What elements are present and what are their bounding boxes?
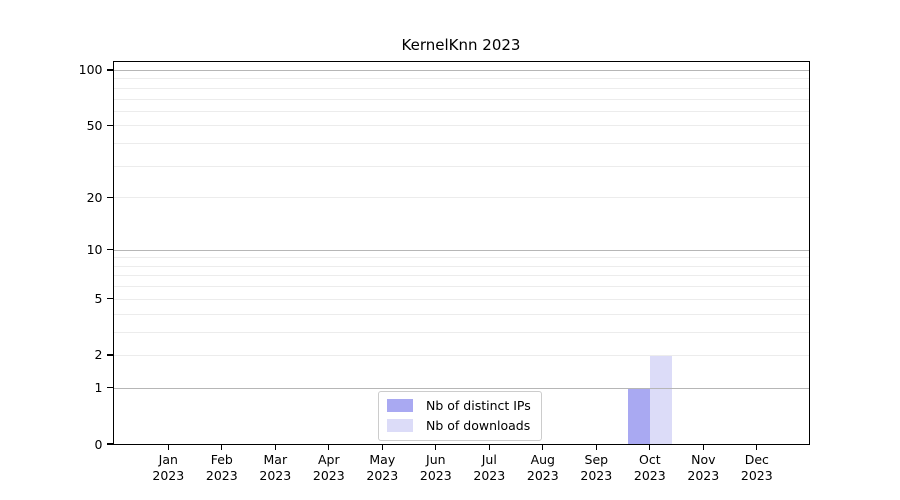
x-label-year: 2023	[580, 468, 613, 483]
legend-item-nb-of-downloads: Nb of downloads	[387, 418, 531, 433]
bar-oct-2023-nb-of-distinct-ips	[627, 387, 650, 444]
x-tick-mark	[328, 444, 330, 450]
y-tick-label: 5	[94, 291, 103, 307]
legend-label: Nb of distinct IPs	[426, 398, 531, 413]
y-tick-mark	[106, 354, 114, 356]
y-tick-mark	[106, 249, 114, 251]
gridline-minor	[113, 257, 809, 259]
plot-border	[112, 61, 810, 445]
y-tick-label: 2	[94, 347, 103, 363]
gridline-minor	[113, 78, 809, 80]
x-label-year: 2023	[366, 468, 399, 483]
x-tick-mark	[488, 444, 490, 450]
x-tick-label: Apr 2023	[299, 452, 359, 484]
x-label-year: 2023	[633, 468, 666, 483]
x-label-month: Jul	[481, 452, 497, 467]
gridline-major	[113, 69, 809, 71]
gridline-minor	[113, 286, 809, 288]
gridline-minor	[113, 87, 809, 89]
x-tick-mark	[221, 444, 223, 450]
x-label-month: May	[369, 452, 396, 467]
y-tick-mark	[106, 443, 114, 445]
legend-swatch-icon	[387, 419, 413, 432]
x-tick-mark	[649, 444, 651, 450]
x-label-month: Apr	[317, 452, 340, 467]
y-tick-label: 0	[94, 436, 103, 452]
gridline-major	[113, 249, 809, 251]
legend-item-nb-of-distinct-ips: Nb of distinct IPs	[387, 398, 531, 413]
gridline-major	[113, 387, 809, 389]
y-tick-label: 10	[86, 242, 103, 258]
x-tick-mark	[435, 444, 437, 450]
x-tick-label: Jan 2023	[138, 452, 198, 484]
gridline-minor	[113, 313, 809, 315]
x-tick-mark	[595, 444, 597, 450]
x-label-year: 2023	[687, 468, 720, 483]
gridline-minor	[113, 143, 809, 144]
gridline-minor	[113, 98, 809, 100]
x-tick-mark	[381, 444, 383, 450]
x-tick-label: Dec 2023	[727, 452, 787, 484]
x-tick-label: Oct 2023	[620, 452, 680, 484]
x-tick-label: Sep 2023	[566, 452, 626, 484]
y-tick-label: 100	[78, 62, 103, 78]
x-label-month: Jan	[158, 452, 178, 467]
x-label-year: 2023	[205, 468, 238, 483]
x-label-month: Sep	[584, 452, 609, 467]
x-tick-label: Feb 2023	[192, 452, 252, 484]
legend-swatch-icon	[387, 399, 413, 412]
x-tick-label: Mar 2023	[245, 452, 305, 484]
y-tick-label: 20	[86, 189, 103, 205]
y-tick-mark	[106, 69, 114, 71]
x-tick-mark	[542, 444, 544, 450]
x-label-year: 2023	[740, 468, 773, 483]
gridline-minor	[113, 331, 809, 333]
gridline-minor	[113, 275, 809, 277]
gridline-minor	[113, 110, 809, 112]
gridline-minor	[113, 165, 809, 167]
x-label-year: 2023	[473, 468, 506, 483]
x-tick-label: Jun 2023	[406, 452, 466, 484]
bar-oct-2023-nb-of-downloads	[649, 354, 672, 444]
y-tick-label: 50	[86, 117, 103, 133]
legend-label: Nb of downloads	[426, 418, 531, 433]
x-tick-label: May 2023	[352, 452, 412, 484]
x-tick-label: Aug 2023	[513, 452, 573, 484]
x-label-year: 2023	[526, 468, 559, 483]
gridline-minor	[113, 354, 809, 356]
y-tick-mark	[106, 124, 114, 126]
x-label-year: 2023	[152, 468, 185, 483]
y-tick-mark	[106, 387, 114, 389]
gridline-minor	[113, 197, 809, 199]
chart-title: KernelKnn 2023	[401, 36, 521, 54]
x-label-year: 2023	[259, 468, 292, 483]
x-tick-mark	[756, 444, 758, 450]
gridline-minor	[113, 265, 809, 267]
y-tick-mark	[106, 196, 114, 198]
x-label-month: Aug	[530, 452, 555, 467]
y-tick-label: 1	[94, 380, 103, 396]
gridline-minor	[113, 298, 809, 300]
x-tick-mark	[274, 444, 276, 450]
x-tick-mark	[167, 444, 169, 450]
x-tick-label: Nov 2023	[673, 452, 733, 484]
x-label-month: Feb	[210, 452, 233, 467]
x-tick-mark	[702, 444, 704, 450]
gridline-minor	[113, 125, 809, 127]
y-tick-mark	[106, 298, 114, 300]
x-label-month: Jun	[426, 452, 446, 467]
x-label-year: 2023	[312, 468, 345, 483]
x-label-month: Oct	[638, 452, 661, 467]
x-label-year: 2023	[419, 468, 452, 483]
x-label-month: Nov	[691, 452, 716, 467]
x-label-month: Mar	[263, 452, 288, 467]
x-tick-label: Jul 2023	[459, 452, 519, 484]
legend: Nb of distinct IPs Nb of downloads	[378, 391, 542, 441]
x-label-month: Dec	[744, 452, 769, 467]
